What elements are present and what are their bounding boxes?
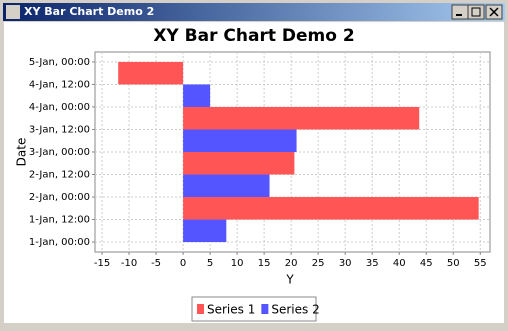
x-tick-label: 35 (366, 258, 379, 269)
plot: -15 -10 -5 0 5 10 15 20 25 30 35 40 45 50 55 1-Jan, 00:… (29, 51, 491, 269)
chart-title: XY Bar Chart Demo 2 (153, 26, 354, 46)
y-tick-label: 1-Jan, 12:00 (29, 215, 90, 226)
x-tick-label: 40 (393, 258, 406, 269)
x-tick-label: 15 (258, 258, 271, 269)
x-tick-label: 30 (339, 258, 352, 269)
x-tick-label: -5 (151, 258, 161, 269)
y-tick-label: 4-Jan, 12:00 (29, 79, 90, 90)
legend-swatch (261, 304, 269, 314)
window-icon (6, 5, 20, 19)
x-tick-label: 10 (231, 258, 244, 269)
title-bar (3, 3, 505, 21)
bar (183, 129, 297, 152)
x-tick-label: -10 (121, 258, 137, 269)
bar (183, 174, 270, 198)
bar (183, 197, 479, 220)
window-title: XY Bar Chart Demo 2 (24, 5, 154, 18)
x-tick-label: 20 (285, 258, 298, 269)
x-tick-label: 5 (207, 258, 213, 269)
legend-swatch (197, 304, 204, 314)
x-tick-label: 25 (312, 258, 325, 269)
y-tick-label: 1-Jan, 00:00 (29, 237, 90, 248)
legend-label: Series 2 (271, 303, 319, 317)
y-tick-label: 2-Jan, 12:00 (29, 170, 90, 181)
bar (183, 219, 227, 243)
legend: Series 1 Series 2 (191, 296, 320, 322)
y-tick-label: 5-Jan, 00:00 (29, 57, 90, 68)
x-axis-label: Y (285, 273, 294, 287)
bar (183, 152, 295, 175)
y-tick-label: 3-Jan, 12:00 (29, 124, 90, 135)
y-tick-label: 2-Jan, 00:00 (29, 192, 90, 203)
legend-box (191, 296, 317, 322)
maximize-button[interactable] (467, 4, 485, 20)
legend-label: Series 1 (207, 303, 255, 317)
x-tick-label: 55 (474, 258, 487, 269)
x-tick-label: 0 (180, 258, 186, 269)
y-axis-label: Date (15, 138, 29, 167)
bar (183, 84, 211, 107)
maximize-icon (471, 7, 481, 17)
y-tick-label: 3-Jan, 00:00 (29, 147, 90, 158)
y-tick-label: 4-Jan, 00:00 (29, 102, 90, 113)
bar (118, 61, 184, 85)
minimize-button[interactable] (451, 4, 469, 20)
x-tick-label: 50 (447, 258, 460, 269)
bar (183, 106, 420, 130)
x-tick-label: 45 (420, 258, 433, 269)
close-icon (489, 7, 499, 17)
x-tick-label: -15 (94, 258, 110, 269)
